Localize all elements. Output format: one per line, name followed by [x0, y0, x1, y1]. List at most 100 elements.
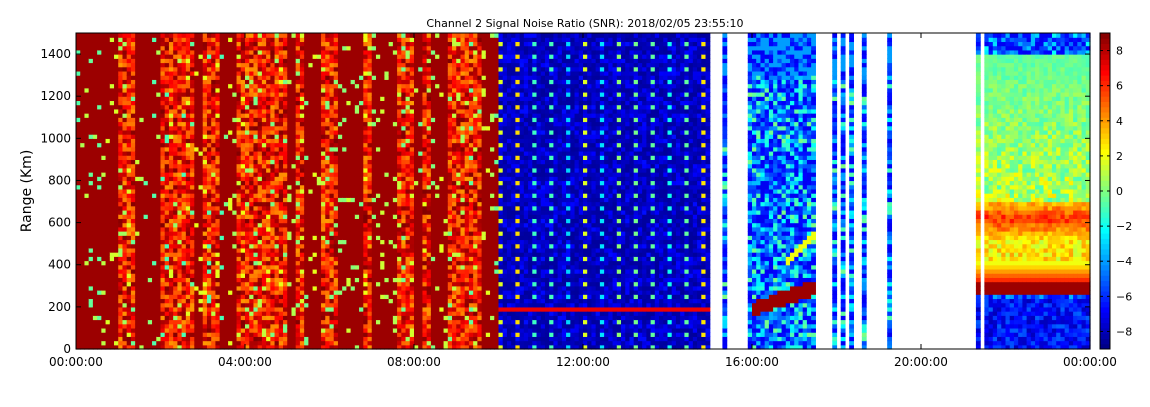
heatmap-cell [304, 205, 309, 211]
heatmap-cell [147, 344, 153, 350]
heatmap-cell [295, 340, 301, 346]
heatmap-cell [84, 252, 90, 257]
heatmap-cell [92, 62, 98, 68]
heatmap-cell [223, 37, 229, 43]
heatmap-cell [152, 176, 157, 182]
heatmap-cell [190, 188, 195, 194]
heatmap-cell [147, 108, 153, 114]
heatmap-cell [114, 344, 119, 350]
heatmap-cell [168, 188, 174, 194]
heatmap-cell [126, 100, 132, 106]
heatmap-cell [295, 96, 301, 102]
heatmap-cell [283, 96, 288, 102]
heatmap-cell [287, 235, 293, 241]
heatmap-cell [143, 138, 149, 144]
heatmap-cell [109, 75, 115, 80]
heatmap-cell [152, 260, 157, 266]
heatmap-cell [337, 306, 343, 312]
heatmap-cell [253, 197, 259, 203]
heatmap-cell [261, 83, 267, 89]
heatmap-cell [114, 121, 119, 127]
heatmap-cell [257, 315, 263, 321]
heatmap-cell [198, 336, 204, 342]
heatmap-cell [181, 205, 187, 211]
heatmap-cell [122, 167, 128, 173]
heatmap-cell [109, 113, 115, 118]
heatmap-cell [304, 315, 309, 321]
heatmap-cell [283, 306, 288, 312]
heatmap-cell [249, 184, 255, 190]
heatmap-cell [245, 58, 250, 64]
heatmap-cell [118, 306, 124, 312]
heatmap-cell [270, 298, 276, 304]
heatmap-cell [245, 222, 250, 228]
heatmap-cell [316, 167, 322, 173]
heatmap-cell [232, 117, 238, 123]
heatmap-cell [308, 167, 314, 173]
heatmap-cell [156, 155, 162, 160]
heatmap-cell [84, 83, 90, 89]
heatmap-cell [206, 201, 212, 207]
heatmap-cell [223, 33, 229, 38]
heatmap-cell [354, 340, 360, 346]
heatmap-cell [130, 205, 136, 211]
heatmap-cell [350, 294, 356, 300]
heatmap-cell [342, 332, 347, 337]
heatmap-cell [215, 33, 221, 38]
heatmap-cell [240, 180, 246, 186]
heatmap-cell [173, 247, 178, 253]
heatmap-cell [190, 138, 195, 144]
heatmap-cell [206, 54, 212, 59]
heatmap-cell [206, 188, 212, 194]
heatmap-cell [316, 311, 322, 316]
heatmap-cell [135, 256, 140, 262]
heatmap-cell [232, 155, 238, 160]
heatmap-cell [232, 100, 238, 106]
heatmap-cell [346, 336, 352, 342]
heatmap-cell [105, 252, 111, 257]
heatmap-cell [126, 134, 132, 139]
heatmap-cell [333, 298, 339, 304]
heatmap-cell [299, 290, 305, 295]
heatmap-cell [156, 176, 162, 182]
heatmap-cell [287, 239, 293, 245]
heatmap-cell [316, 336, 322, 342]
heatmap-cell [278, 87, 284, 93]
heatmap-cell [101, 180, 107, 186]
heatmap-cell [342, 231, 347, 236]
heatmap-cell [215, 323, 221, 329]
heatmap-cell [295, 45, 301, 51]
heatmap-cell [240, 83, 246, 89]
heatmap-cell [228, 340, 233, 346]
heatmap-cell [215, 62, 221, 68]
heatmap-cell [329, 176, 335, 182]
heatmap-cell [215, 142, 221, 148]
heatmap-cell [350, 70, 356, 76]
heatmap-cell [211, 41, 217, 47]
heatmap-cell [126, 155, 132, 160]
heatmap-cell [228, 188, 233, 194]
heatmap-cell [164, 332, 170, 337]
heatmap-cell [215, 75, 221, 80]
heatmap-cell [249, 315, 255, 321]
heatmap-cell [135, 129, 140, 135]
heatmap-cell [194, 159, 200, 165]
heatmap-cell [329, 285, 335, 291]
heatmap-cell [354, 315, 360, 321]
heatmap-cell [287, 193, 293, 198]
heatmap-cell [198, 134, 204, 139]
heatmap-cell [114, 58, 119, 64]
heatmap-cell [236, 327, 242, 333]
heatmap-cell [211, 37, 217, 43]
heatmap-cell [135, 172, 140, 177]
heatmap-cell [168, 306, 174, 312]
heatmap-cell [211, 121, 217, 127]
heatmap-cell [283, 87, 288, 93]
heatmap-cell [291, 117, 297, 123]
heatmap-cell [342, 311, 347, 316]
heatmap-cell [299, 209, 305, 215]
heatmap-cell [245, 176, 250, 182]
heatmap-cell [160, 66, 166, 72]
heatmap-cell [139, 344, 145, 350]
heatmap-cell [215, 205, 221, 211]
